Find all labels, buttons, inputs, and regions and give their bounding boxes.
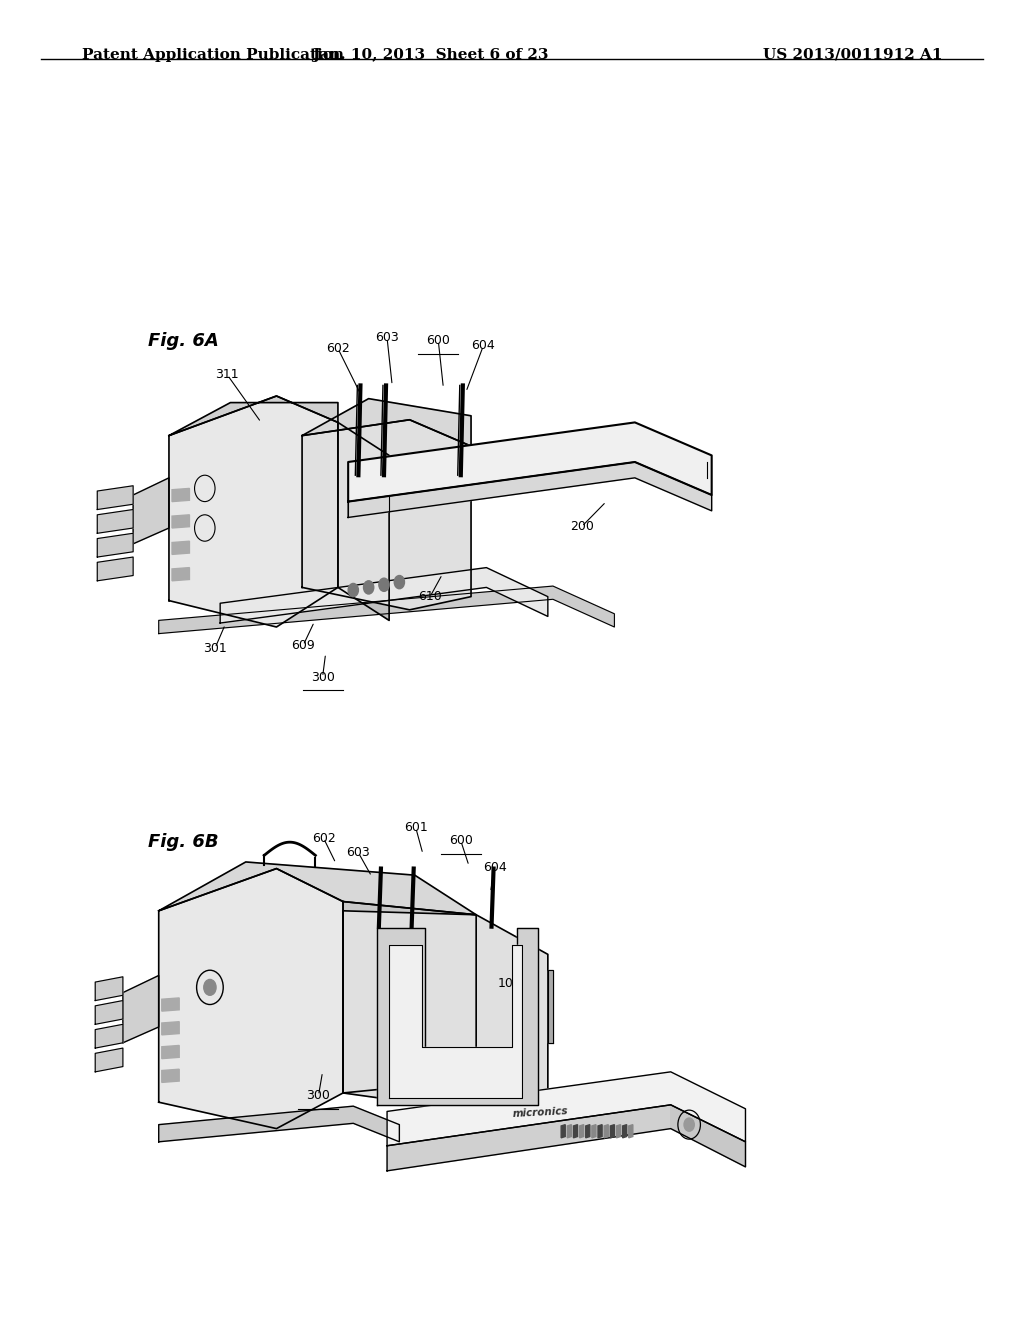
- Text: 602: 602: [311, 832, 336, 845]
- Text: 610: 610: [418, 590, 442, 603]
- Polygon shape: [387, 1105, 745, 1171]
- Text: 103: 103: [498, 977, 522, 990]
- Circle shape: [364, 581, 374, 594]
- Circle shape: [394, 576, 404, 589]
- Polygon shape: [616, 1125, 621, 1138]
- Polygon shape: [95, 1024, 123, 1048]
- Polygon shape: [95, 1048, 123, 1072]
- Polygon shape: [343, 911, 548, 1125]
- Polygon shape: [348, 422, 712, 502]
- Polygon shape: [567, 1125, 571, 1138]
- Polygon shape: [97, 557, 133, 581]
- Polygon shape: [548, 970, 553, 1043]
- Polygon shape: [172, 541, 189, 554]
- Polygon shape: [97, 486, 133, 510]
- Polygon shape: [97, 510, 133, 533]
- Polygon shape: [162, 1022, 179, 1035]
- Polygon shape: [610, 1125, 614, 1138]
- Text: 301: 301: [203, 642, 227, 655]
- Text: 600: 600: [449, 834, 473, 847]
- Polygon shape: [348, 462, 712, 517]
- Polygon shape: [95, 977, 123, 1001]
- Polygon shape: [377, 928, 538, 1105]
- Polygon shape: [586, 1125, 590, 1138]
- Polygon shape: [172, 568, 189, 581]
- Polygon shape: [123, 975, 159, 1043]
- Text: 609: 609: [291, 639, 315, 652]
- Polygon shape: [592, 1125, 596, 1138]
- Polygon shape: [162, 1069, 179, 1082]
- Text: 311: 311: [215, 368, 240, 381]
- Polygon shape: [172, 488, 189, 502]
- Polygon shape: [172, 515, 189, 528]
- Polygon shape: [573, 1125, 578, 1138]
- Polygon shape: [389, 945, 522, 1098]
- Text: US 2013/0011912 A1: US 2013/0011912 A1: [763, 48, 942, 62]
- Polygon shape: [220, 568, 548, 623]
- Text: Jan. 10, 2013  Sheet 6 of 23: Jan. 10, 2013 Sheet 6 of 23: [312, 48, 548, 62]
- Polygon shape: [598, 1125, 602, 1138]
- Polygon shape: [302, 399, 471, 446]
- Polygon shape: [623, 1125, 627, 1138]
- Polygon shape: [162, 998, 179, 1011]
- Polygon shape: [671, 1105, 745, 1167]
- Polygon shape: [580, 1125, 584, 1138]
- Polygon shape: [162, 1045, 179, 1059]
- Polygon shape: [343, 902, 476, 1093]
- Polygon shape: [338, 422, 389, 620]
- Polygon shape: [387, 1072, 745, 1146]
- Polygon shape: [159, 1106, 399, 1142]
- Text: 603: 603: [346, 846, 371, 859]
- Text: micronics: micronics: [513, 1106, 568, 1119]
- Circle shape: [684, 1118, 694, 1131]
- Circle shape: [379, 578, 389, 591]
- Polygon shape: [169, 396, 338, 436]
- Polygon shape: [159, 869, 343, 1129]
- Text: 603: 603: [375, 331, 399, 345]
- Text: Fig. 6A: Fig. 6A: [148, 331, 219, 350]
- Text: Patent Application Publication: Patent Application Publication: [82, 48, 344, 62]
- Polygon shape: [561, 1125, 565, 1138]
- Text: 604: 604: [471, 339, 496, 352]
- Text: 604: 604: [482, 861, 507, 874]
- Text: 602: 602: [326, 342, 350, 355]
- Polygon shape: [629, 1125, 633, 1138]
- Polygon shape: [302, 420, 471, 610]
- Text: 200: 200: [569, 520, 594, 533]
- Text: 300: 300: [310, 671, 335, 684]
- Polygon shape: [604, 1125, 608, 1138]
- Circle shape: [204, 979, 216, 995]
- Polygon shape: [159, 586, 614, 634]
- Polygon shape: [95, 1001, 123, 1024]
- Polygon shape: [97, 533, 133, 557]
- Text: 600: 600: [426, 334, 451, 347]
- Circle shape: [348, 583, 358, 597]
- Polygon shape: [169, 396, 338, 627]
- Text: Fig. 6B: Fig. 6B: [148, 833, 219, 851]
- Text: 300: 300: [306, 1089, 331, 1102]
- Polygon shape: [133, 478, 169, 544]
- Polygon shape: [159, 862, 476, 915]
- Text: 601: 601: [403, 821, 428, 834]
